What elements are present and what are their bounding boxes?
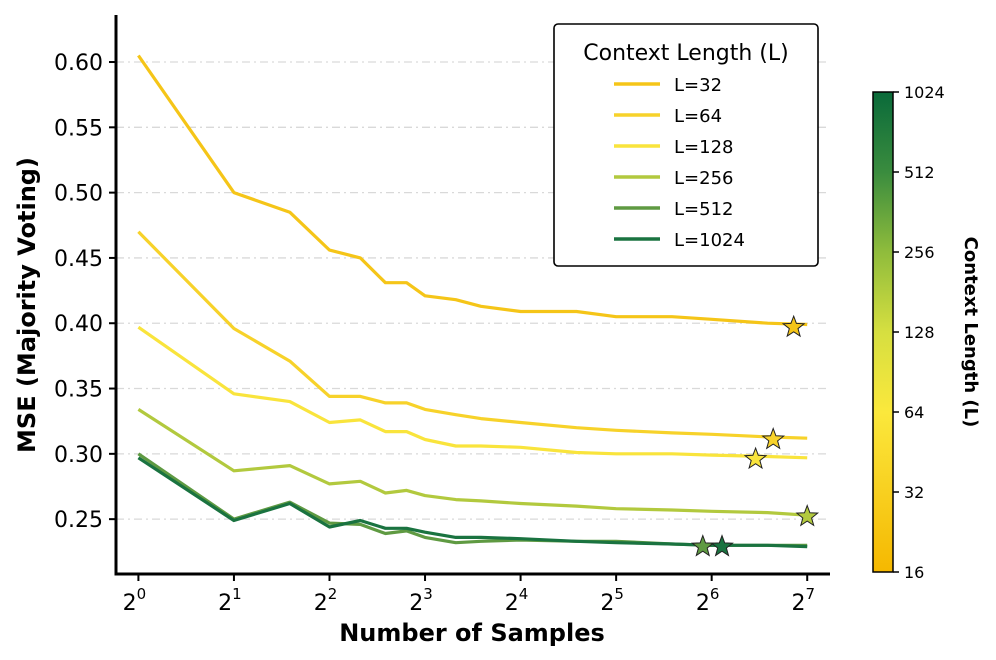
x-tick-label: 20 (123, 585, 147, 616)
y-tick-label: 0.55 (54, 116, 103, 141)
best-point-markers (690, 314, 820, 557)
legend: Context Length (L) L=32 L=64 L=128 L=256 L=5… (553, 23, 819, 267)
x-tick-exponent: 5 (614, 585, 624, 603)
series-lines (137, 54, 808, 549)
series-line-l-64 (137, 230, 808, 440)
colorbar-tick-label: 256 (904, 243, 935, 262)
colorbar-tick-label: 64 (904, 403, 924, 422)
best-point-star-l-256 (795, 504, 820, 527)
x-tick-base: 2 (218, 591, 232, 616)
x-tick-exponent: 3 (423, 585, 433, 603)
y-tick-label: 0.60 (54, 51, 103, 76)
x-tick-base: 2 (696, 591, 710, 616)
legend-label: L=128 (674, 137, 733, 158)
x-tick-exponent: 4 (519, 585, 529, 603)
series-line-l-32 (137, 54, 808, 327)
legend-label: L=1024 (674, 230, 745, 251)
colorbar-title: Context Length (L) (960, 237, 981, 428)
x-tick-exponent: 2 (328, 585, 338, 603)
colorbar-tick-label: 1024 (904, 83, 945, 102)
x-tick-exponent: 0 (137, 585, 147, 603)
x-tick-base: 2 (123, 591, 137, 616)
x-tick-exponent: 6 (710, 585, 720, 603)
legend-title: Context Length (L) (583, 41, 788, 66)
legend-label: L=32 (674, 75, 722, 96)
colorbar-tick-label: 512 (904, 163, 935, 182)
series-line-l-128 (137, 325, 808, 460)
y-tick-label: 0.35 (54, 378, 103, 403)
series-line-l-256 (137, 408, 808, 517)
legend-label: L=512 (674, 199, 733, 220)
x-tick-label: 25 (600, 585, 624, 616)
colorbar-tick-label: 32 (904, 483, 924, 502)
x-tick-exponent: 7 (805, 585, 815, 603)
colorbar-tick-label: 128 (904, 323, 935, 342)
x-tick-base: 2 (505, 591, 519, 616)
colorbar-gradient (872, 91, 894, 573)
y-axis-ticks: 0.25 0.30 0.35 0.40 0.45 0.50 0.55 0.60 (54, 51, 116, 533)
x-tick-base: 2 (314, 591, 328, 616)
colorbar: Context Length (L) 16 32 64 128 256 512 1024 (872, 83, 981, 582)
x-tick-label: 23 (409, 585, 433, 616)
x-tick-label: 22 (314, 585, 338, 616)
y-tick-label: 0.45 (54, 247, 103, 272)
y-tick-label: 0.30 (54, 443, 103, 468)
best-point-star-l-64 (761, 427, 786, 450)
x-tick-base: 2 (791, 591, 805, 616)
x-tick-label: 27 (791, 585, 815, 616)
y-axis-title: MSE (Majority Voting) (13, 157, 41, 453)
best-point-star-l-128 (743, 446, 768, 470)
x-tick-label: 21 (218, 585, 242, 616)
y-tick-label: 0.25 (54, 508, 103, 533)
x-tick-base: 2 (409, 591, 423, 616)
x-tick-base: 2 (600, 591, 614, 616)
colorbar-tick-label: 16 (904, 563, 924, 582)
x-axis-ticks: 20 21 22 23 24 25 26 27 (123, 574, 815, 616)
legend-label: L=64 (674, 106, 722, 127)
best-point-star-l-1024 (710, 534, 734, 557)
best-point-star-l-32 (781, 314, 806, 338)
series-line-l-1024 (137, 456, 808, 549)
legend-label: L=256 (674, 168, 733, 189)
best-point-star-l-512 (690, 534, 715, 557)
x-axis-title: Number of Samples (339, 619, 605, 647)
x-tick-exponent: 1 (232, 585, 242, 603)
x-tick-label: 26 (696, 585, 720, 616)
y-tick-label: 0.40 (54, 312, 103, 337)
x-tick-label: 24 (505, 585, 529, 616)
y-tick-label: 0.50 (54, 182, 103, 207)
